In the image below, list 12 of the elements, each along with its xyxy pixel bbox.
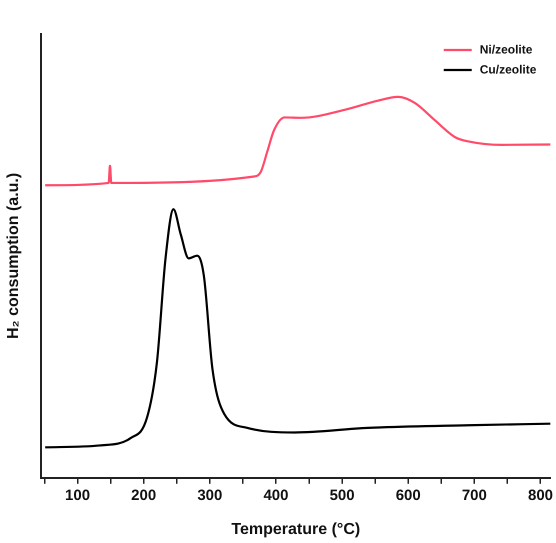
x-tick-label: 700 — [462, 486, 487, 504]
legend-label: Cu/zeolite — [480, 62, 537, 76]
legend-label: Ni/zeolite — [480, 42, 533, 56]
x-tick-label: 600 — [396, 486, 421, 504]
x-tick-label: 200 — [131, 486, 156, 504]
x-axis-title: Temperature (°C) — [231, 520, 360, 538]
x-tick-label: 100 — [65, 486, 90, 504]
x-tick-label: 300 — [197, 486, 222, 504]
x-tick-label: 500 — [330, 486, 355, 504]
x-tick-label: 800 — [528, 486, 553, 504]
x-tick-label: 400 — [263, 486, 288, 504]
y-axis-title: H₂ consumption (a.u.) — [5, 172, 22, 340]
